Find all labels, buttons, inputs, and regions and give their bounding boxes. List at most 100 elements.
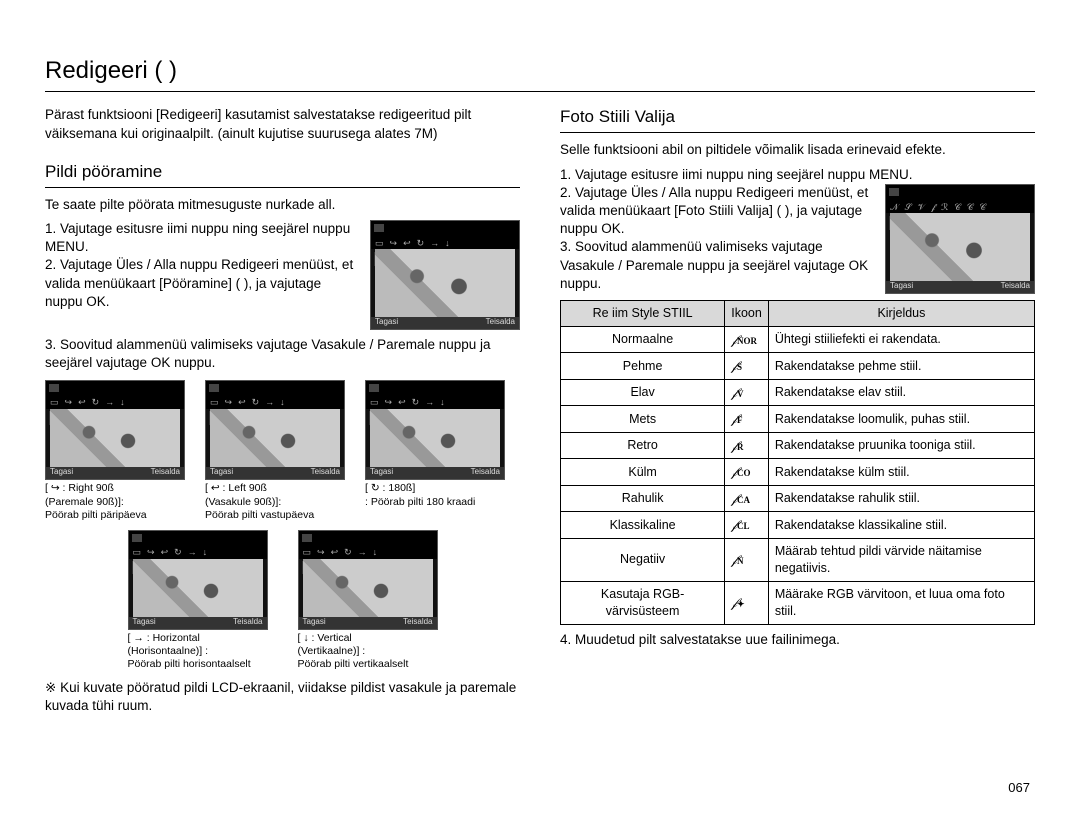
thumb-caption: : Pöörab pilti 180 kraadi [365, 496, 505, 509]
left-column: Pärast funktsiooni [Redigeeri] kasutamis… [45, 106, 520, 715]
thumb-foot-left: Tagasi [210, 467, 233, 479]
table-row: Elav𝒻VRakendatakse elav stiil. [561, 379, 1035, 406]
rotate-step-3: 3. Soovitud alammenüü valimiseks vajutag… [45, 336, 520, 372]
th-desc: Kirjeldus [768, 300, 1034, 326]
page-title: Redigeeri ( ) [45, 55, 1035, 92]
table-row: Retro𝒻RRakendatakse pruunika tooniga sti… [561, 432, 1035, 459]
style-desc-cell: Rakendatakse elav stiil. [768, 379, 1034, 406]
style-icon-cell: 𝒻NOR [725, 326, 769, 353]
style-icon-cell: 𝒻N [725, 539, 769, 582]
style-desc-cell: Ühtegi stiiliefekti ei rakendata. [768, 326, 1034, 353]
style-desc-cell: Määrake RGB värvitoon, et luua oma foto … [768, 581, 1034, 624]
rotate-note: ※ Kui kuvate pööratud pildi LCD-ekraanil… [45, 679, 520, 715]
thumb-foot-right: Teisalda [311, 467, 340, 479]
thumb-caption: Pöörab pilti vastupäeva [205, 509, 345, 522]
style-name-cell: Negatiiv [561, 539, 725, 582]
rotate-note-text: Kui kuvate pööratud pildi LCD-ekraanil, … [45, 680, 516, 713]
style-icon-cell: 𝒻CA [725, 485, 769, 512]
thumb-horizontal: ▭↪↩↻→↓ Horisontaalne TagasiTeisalda [128, 530, 268, 630]
th-style: Re iim Style STIIL [561, 300, 725, 326]
thumb-foot-left: Tagasi [375, 317, 398, 329]
thumb-caption: (Horisontaalne)] : [128, 645, 268, 658]
thumb-foot-right: Teisalda [151, 467, 180, 479]
intro-text: Pärast funktsiooni [Redigeeri] kasutamis… [45, 106, 520, 142]
thumb-foot-right: Teisalda [1001, 281, 1030, 293]
thumb-foot-right: Teisalda [403, 617, 432, 629]
style-desc-cell: Rakendatakse pruunika tooniga stiil. [768, 432, 1034, 459]
style-desc-cell: Rakendatakse rahulik stiil. [768, 485, 1034, 512]
style-desc-cell: Rakendatakse pehme stiil. [768, 353, 1034, 380]
right-column: Foto Stiili Valija Selle funktsiooni abi… [560, 106, 1035, 715]
table-row: Negatiiv𝒻NMäärab tehtud pildi värvide nä… [561, 539, 1035, 582]
style-thumb: 𝒩𝒮𝒱𝒻ℛ𝒞𝒞𝒞 Foto Stiili Valija TagasiTeisal… [885, 184, 1035, 294]
style-icon-cell: 𝒻CL [725, 512, 769, 539]
rotate-thumb-row-1: ▭↪↩↻→↓ Paremale 90ß TagasiTeisalda [ ↪ :… [45, 380, 520, 521]
thumb-foot-right: Teisalda [471, 467, 500, 479]
style-name-cell: Elav [561, 379, 725, 406]
style-name-cell: Külm [561, 459, 725, 486]
table-row: Kasutaja RGB-värvisüsteem𝒻✦Määrake RGB v… [561, 581, 1035, 624]
thumb-caption: Pöörab pilti vertikaalselt [298, 658, 438, 671]
thumb-vertical: ▭↪↩↻→↓ Vertikaalne TagasiTeisalda [298, 530, 438, 630]
style-icon-cell: 𝒻S [725, 353, 769, 380]
rotate-step-1: 1. Vajutage esitusre iimi nuppu ning see… [45, 220, 360, 256]
rotate-intro: Te saate pilte pöörata mitmesuguste nurk… [45, 196, 520, 214]
rotate-heading: Pildi pööramine [45, 161, 520, 188]
style-step-2: 2. Vajutage Üles / Alla nuppu Redigeeri … [560, 184, 875, 239]
thumb-foot-right: Teisalda [486, 317, 515, 329]
style-intro: Selle funktsiooni abil on piltidele võim… [560, 141, 1035, 159]
style-desc-cell: Rakendatakse klassikaline stiil. [768, 512, 1034, 539]
thumb-foot-left: Tagasi [303, 617, 326, 629]
rotate-thumb-row-2: ▭↪↩↻→↓ Horisontaalne TagasiTeisalda [ → … [45, 530, 520, 671]
style-icon-cell: 𝒻V [725, 379, 769, 406]
style-icon-cell: 𝒻CO [725, 459, 769, 486]
style-name-cell: Normaalne [561, 326, 725, 353]
style-heading: Foto Stiili Valija [560, 106, 1035, 133]
thumb-caption: [ ↩ : Left 90ß [205, 482, 345, 495]
th-icon: Ikoon [725, 300, 769, 326]
thumb-foot-left: Tagasi [370, 467, 393, 479]
thumb-caption: [ ↪ : Right 90ß [45, 482, 185, 495]
style-desc-cell: Rakendatakse külm stiil. [768, 459, 1034, 486]
thumb-foot-left: Tagasi [50, 467, 73, 479]
style-desc-cell: Määrab tehtud pildi värvide näitamise ne… [768, 539, 1034, 582]
thumb-caption: Pöörab pilti päripäeva [45, 509, 185, 522]
style-name-cell: Pehme [561, 353, 725, 380]
page-number: 067 [1008, 779, 1030, 797]
thumb-foot-left: Tagasi [133, 617, 156, 629]
style-name-cell: Mets [561, 406, 725, 433]
style-table: Re iim Style STIIL Ikoon Kirjeldus Norma… [560, 300, 1035, 625]
style-step-1: 1. Vajutage esitusre iimi nuppu ning see… [560, 166, 1035, 184]
style-name-cell: Klassikaline [561, 512, 725, 539]
thumb-foot-left: Tagasi [890, 281, 913, 293]
thumb-left90: ▭↪↩↻→↓ Vasakule 90ß TagasiTeisalda [205, 380, 345, 480]
rotate-main-thumb: ▭↪↩↻→↓ Pööramine TagasiTeisalda [370, 220, 520, 330]
table-row: Pehme𝒻SRakendatakse pehme stiil. [561, 353, 1035, 380]
thumb-caption: (Vertikaalne)] : [298, 645, 438, 658]
style-step-3: 3. Soovitud alammenüü valimiseks vajutag… [560, 238, 875, 293]
table-row: Klassikaline𝒻CLRakendatakse klassikaline… [561, 512, 1035, 539]
thumb-right90: ▭↪↩↻→↓ Paremale 90ß TagasiTeisalda [45, 380, 185, 480]
table-row: Mets𝒻FRakendatakse loomulik, puhas stiil… [561, 406, 1035, 433]
thumb-caption: Pöörab pilti horisontaalselt [128, 658, 268, 671]
note-mark-icon: ※ [45, 680, 60, 695]
style-name-cell: Retro [561, 432, 725, 459]
style-icon-cell: 𝒻✦ [725, 581, 769, 624]
table-row: Külm𝒻CORakendatakse külm stiil. [561, 459, 1035, 486]
style-name-cell: Rahulik [561, 485, 725, 512]
thumb-foot-right: Teisalda [233, 617, 262, 629]
style-step-4: 4. Muudetud pilt salvestatakse uue faili… [560, 631, 1035, 649]
style-name-cell: Kasutaja RGB-värvisüsteem [561, 581, 725, 624]
thumb-caption: (Paremale 90ß)]: [45, 496, 185, 509]
thumb-caption: (Vasakule 90ß)]: [205, 496, 345, 509]
style-icon-cell: 𝒻F [725, 406, 769, 433]
rotate-step-2: 2. Vajutage Üles / Alla nuppu Redigeeri … [45, 256, 360, 311]
style-icon-cell: 𝒻R [725, 432, 769, 459]
table-row: Normaalne𝒻NORÜhtegi stiiliefekti ei rake… [561, 326, 1035, 353]
thumb-caption: [ → : Horizontal [128, 632, 268, 645]
table-row: Rahulik𝒻CARakendatakse rahulik stiil. [561, 485, 1035, 512]
thumb-180: ▭↪↩↻→↓ 180ß TagasiTeisalda [365, 380, 505, 480]
thumb-caption: [ ↓ : Vertical [298, 632, 438, 645]
thumb-caption: [ ↻ : 180ß] [365, 482, 505, 495]
style-desc-cell: Rakendatakse loomulik, puhas stiil. [768, 406, 1034, 433]
